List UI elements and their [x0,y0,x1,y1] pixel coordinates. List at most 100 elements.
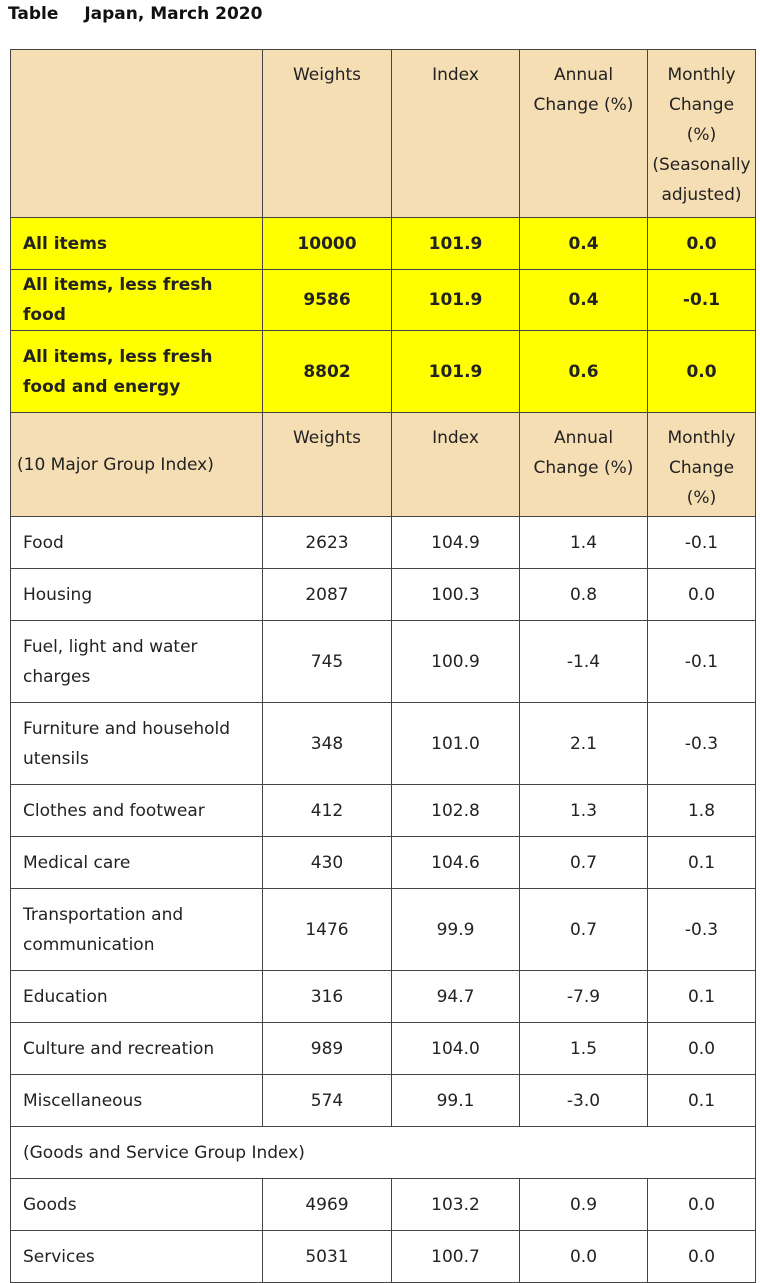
row-index: 104.9 [391,516,520,569]
table-row: Furniture and household utensils 348 101… [10,702,756,785]
row-weights: 4969 [262,1178,392,1231]
row-monthly: 0.0 [647,568,756,621]
group-header-annual: Annual Change (%) [519,412,648,517]
row-weights: 745 [262,620,392,703]
row-weights: 574 [262,1074,392,1127]
group-header-weights: Weights [262,412,392,517]
table-row: Food 2623 104.9 1.4 -0.1 [10,516,756,569]
row-monthly: -0.3 [647,702,756,785]
row-index: 94.7 [391,970,520,1023]
row-label: Housing [10,568,263,621]
table-row: Miscellaneous 574 99.1 -3.0 0.1 [10,1074,756,1127]
row-annual: 0.9 [519,1178,648,1231]
row-label: All items [10,217,263,270]
row-label: Food [10,516,263,569]
header-annual: Annual Change (%) [519,49,648,218]
row-monthly: 0.0 [647,217,756,270]
row-weights: 8802 [262,330,392,413]
row-label: Medical care [10,836,263,889]
table-row: Education 316 94.7 -7.9 0.1 [10,970,756,1023]
row-monthly: 0.1 [647,836,756,889]
row-monthly: 1.8 [647,784,756,837]
row-index: 101.9 [391,269,520,331]
row-weights: 1476 [262,888,392,971]
row-annual: 2.1 [519,702,648,785]
group-header-label: (10 Major Group Index) [10,412,263,517]
row-index: 101.0 [391,702,520,785]
row-weights: 2087 [262,568,392,621]
summary-row: All items 10000 101.9 0.4 0.0 [10,217,756,270]
row-monthly: 0.1 [647,970,756,1023]
header-row: Weights Index Annual Change (%) Monthly … [10,49,756,218]
row-monthly: -0.1 [647,269,756,331]
row-label: Education [10,970,263,1023]
title-label: Table [8,4,59,24]
row-index: 104.0 [391,1022,520,1075]
row-weights: 316 [262,970,392,1023]
row-weights: 9586 [262,269,392,331]
row-annual: 0.4 [519,217,648,270]
row-index: 100.9 [391,620,520,703]
row-monthly: -0.3 [647,888,756,971]
row-annual: 0.0 [519,1230,648,1283]
title-text: Japan, March 2020 [84,4,263,24]
summary-row: All items, less fresh food and energy 88… [10,330,756,413]
row-monthly: 0.0 [647,330,756,413]
table-row: Fuel, light and water charges 745 100.9 … [10,620,756,703]
row-index: 101.9 [391,217,520,270]
row-label: Transportation and communication [10,888,263,971]
row-weights: 430 [262,836,392,889]
table-row: Clothes and footwear 412 102.8 1.3 1.8 [10,784,756,837]
row-label: Furniture and household utensils [10,702,263,785]
row-annual: 0.7 [519,888,648,971]
row-label: Clothes and footwear [10,784,263,837]
row-monthly: 0.0 [647,1230,756,1283]
table-row: Goods 4969 103.2 0.9 0.0 [10,1178,756,1231]
row-monthly: -0.1 [647,620,756,703]
row-label: Culture and recreation [10,1022,263,1075]
row-weights: 412 [262,784,392,837]
summary-row: All items, less fresh food 9586 101.9 0.… [10,269,756,331]
header-monthly: Monthly Change (%) (Seasonally adjusted) [647,49,756,218]
section-header-row: (Goods and Service Group Index) [10,1126,756,1179]
row-monthly: -0.1 [647,516,756,569]
row-annual: 1.3 [519,784,648,837]
row-monthly: 0.0 [647,1022,756,1075]
row-index: 99.9 [391,888,520,971]
row-annual: 1.4 [519,516,648,569]
header-weights: Weights [262,49,392,218]
row-label: Services [10,1230,263,1283]
row-annual: 0.6 [519,330,648,413]
row-label: Miscellaneous [10,1074,263,1127]
row-annual: 0.4 [519,269,648,331]
table-row: Culture and recreation 989 104.0 1.5 0.0 [10,1022,756,1075]
row-annual: 0.7 [519,836,648,889]
row-weights: 5031 [262,1230,392,1283]
row-weights: 989 [262,1022,392,1075]
row-annual: -3.0 [519,1074,648,1127]
row-annual: 1.5 [519,1022,648,1075]
row-index: 99.1 [391,1074,520,1127]
table-row: Transportation and communication 1476 99… [10,888,756,971]
row-label: All items, less fresh food [10,269,263,331]
row-index: 100.3 [391,568,520,621]
group-header-index: Index [391,412,520,517]
row-annual: -7.9 [519,970,648,1023]
row-label: Goods [10,1178,263,1231]
table-row: Services 5031 100.7 0.0 0.0 [10,1230,756,1283]
row-monthly: 0.1 [647,1074,756,1127]
row-annual: -1.4 [519,620,648,703]
row-index: 101.9 [391,330,520,413]
group-header-row: (10 Major Group Index) Weights Index Ann… [10,412,756,517]
row-index: 103.2 [391,1178,520,1231]
table-row: Housing 2087 100.3 0.8 0.0 [10,568,756,621]
goods-services-header: (Goods and Service Group Index) [10,1126,756,1179]
header-index: Index [391,49,520,218]
header-blank [10,49,263,218]
row-label: Fuel, light and water charges [10,620,263,703]
group-header-monthly: Monthly Change (%) [647,412,756,517]
row-index: 104.6 [391,836,520,889]
row-label: All items, less fresh food and energy [10,330,263,413]
row-annual: 0.8 [519,568,648,621]
row-weights: 2623 [262,516,392,569]
